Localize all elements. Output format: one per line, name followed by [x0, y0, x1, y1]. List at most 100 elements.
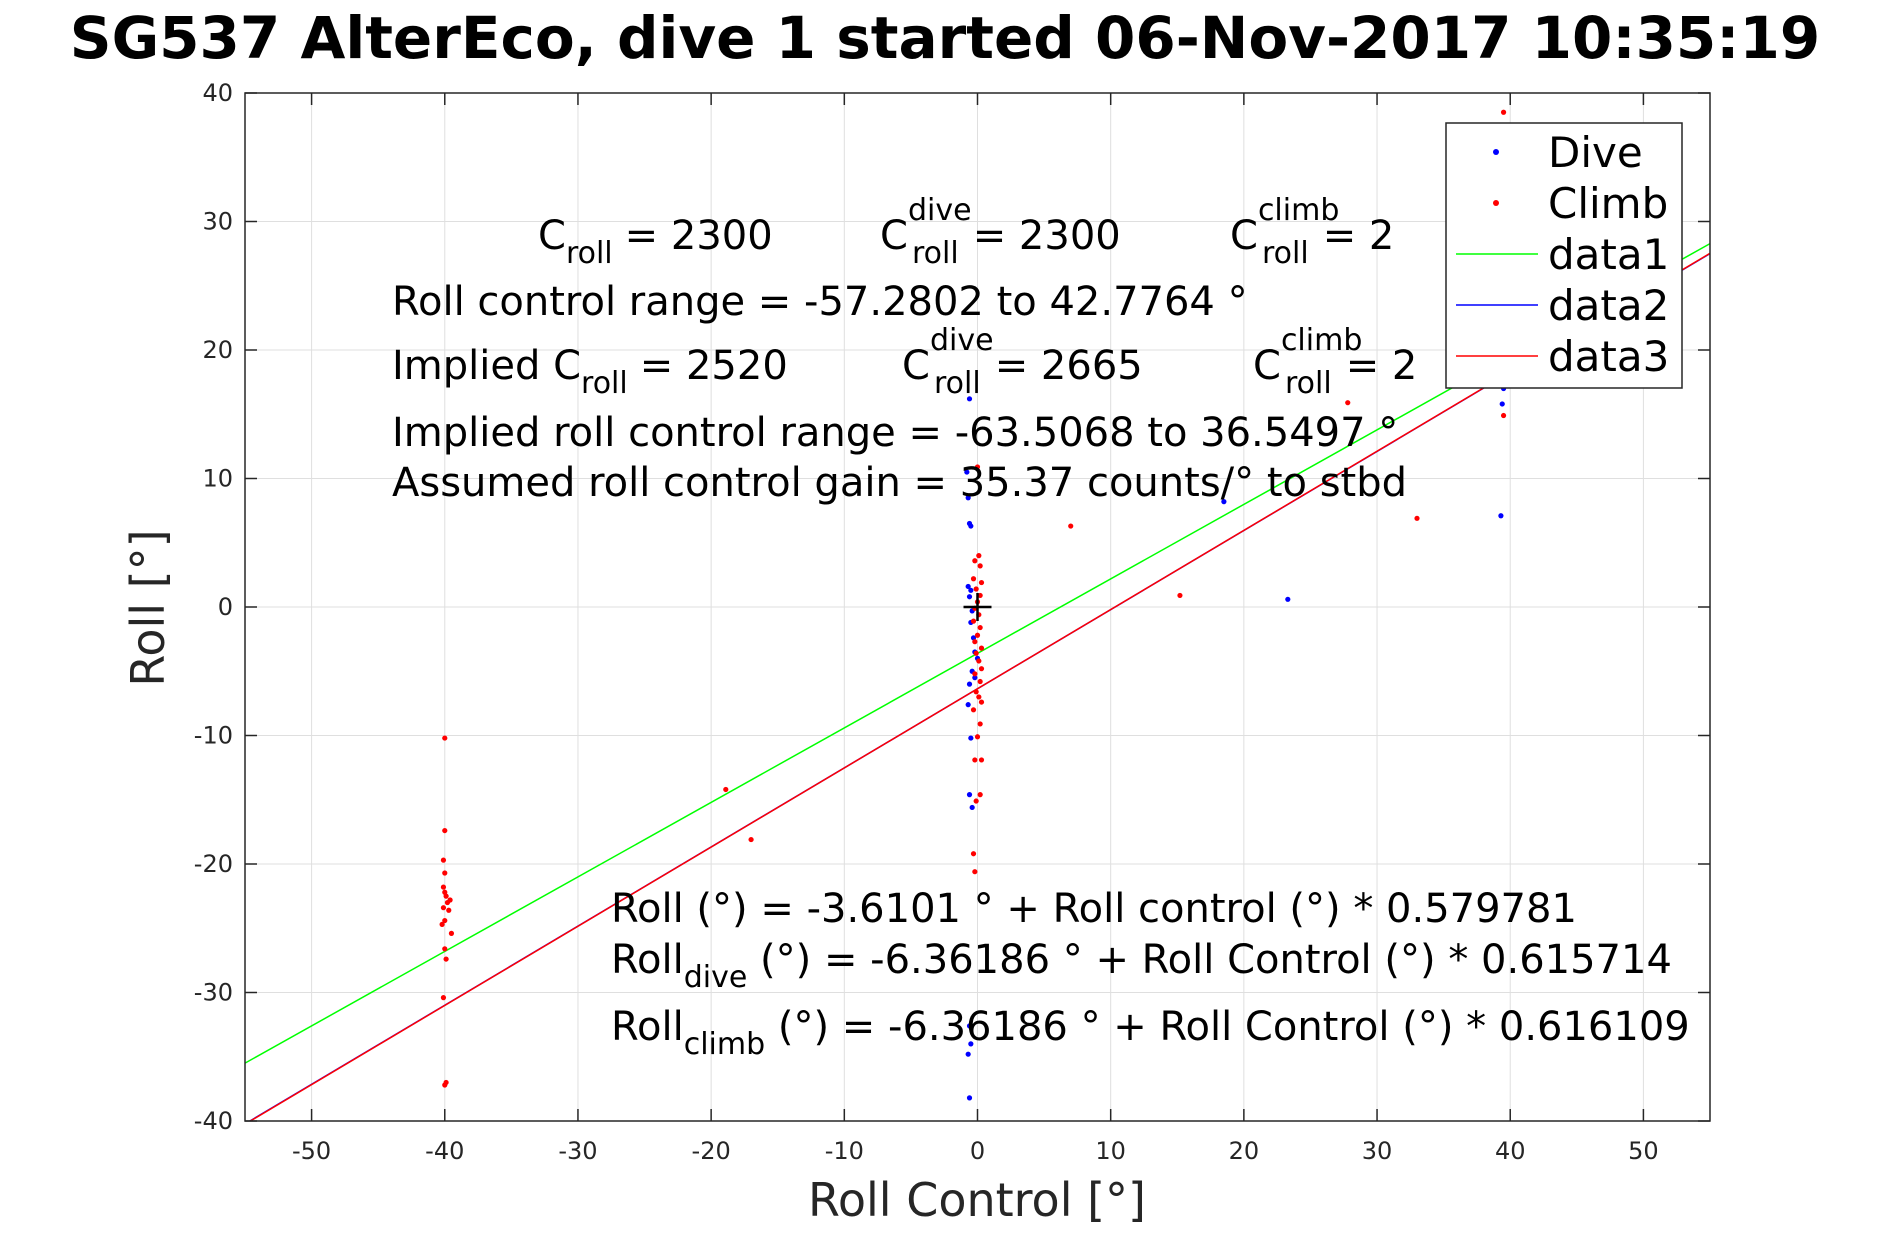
x-tick-label: 30 — [1362, 1137, 1393, 1165]
annotation-c-roll-climb: Cclimb roll = 2 — [1230, 193, 1394, 271]
x-tick-label: -30 — [558, 1137, 597, 1165]
climb-point — [440, 905, 447, 911]
climb-point — [973, 650, 979, 656]
climb-point — [976, 694, 982, 700]
fit-line-data3 — [249, 252, 1711, 1122]
annotation-roll-control-range: Roll control range = -57.2802 to 42.7764… — [392, 279, 1248, 325]
climb-point — [442, 735, 448, 741]
climb-point — [978, 666, 985, 672]
annotation-implied-c-roll-climb: Cclimb roll = 2 — [1253, 323, 1417, 401]
dive-point — [972, 675, 978, 681]
x-tick-label: 0 — [970, 1137, 985, 1165]
climb-point — [973, 798, 979, 804]
annotation-c-roll-dive: Cdive roll = 2300 — [880, 193, 1121, 271]
legend-marker-dive — [1493, 149, 1499, 155]
chart-title: SG537 AlterEco, dive 1 started 06-Nov-20… — [70, 4, 1820, 72]
annotation-fit-dive: Rolldive (°) = -6.36186 ° + Roll Control… — [611, 937, 1672, 995]
climb-point — [1414, 515, 1420, 521]
climb-point — [973, 586, 979, 592]
dive-point — [966, 1095, 973, 1101]
dive-point — [1499, 401, 1505, 407]
climb-point — [439, 921, 445, 927]
dive-point — [966, 681, 973, 687]
y-axis-label: Roll [°] — [121, 529, 175, 686]
dive-point — [964, 469, 970, 475]
climb-point — [1068, 523, 1074, 529]
x-axis-label: Roll Control [°] — [808, 1173, 1146, 1227]
legend-label-data3: data3 — [1548, 332, 1669, 381]
legend-label-data1: data1 — [1548, 230, 1669, 279]
x-tick-label: -10 — [825, 1137, 864, 1165]
dive-point — [965, 1051, 971, 1057]
legend-label-dive: Dive — [1548, 128, 1643, 177]
climb-point — [977, 563, 983, 569]
y-tick-label: -10 — [194, 722, 233, 750]
climb-point — [970, 851, 977, 857]
climb-point — [974, 734, 981, 740]
axis-ticks: -50 -40 -30 -20 -10 0 10 20 30 40 50 -40 -30 -20 -10 0 1… — [194, 79, 1710, 1165]
climb-point — [970, 618, 977, 624]
climb-point — [974, 632, 981, 638]
dive-point — [966, 1023, 973, 1029]
climb-point — [976, 658, 982, 664]
climb-point — [978, 757, 985, 763]
climb-point — [442, 870, 448, 876]
climb-point — [972, 869, 978, 875]
climb-point — [970, 576, 977, 582]
climb-point — [974, 464, 981, 470]
x-tick-label: 40 — [1495, 1137, 1526, 1165]
y-tick-label: 30 — [202, 208, 233, 236]
climb-point — [970, 707, 977, 713]
dive-point — [968, 1041, 974, 1047]
climb-point — [442, 827, 448, 834]
dive-point — [969, 804, 975, 811]
dive-point — [966, 594, 973, 600]
climb-point — [972, 558, 978, 564]
climb-point — [977, 678, 983, 685]
dive-point — [965, 583, 971, 590]
legend-label-climb: Climb — [1548, 179, 1668, 228]
climb-point — [1500, 412, 1507, 419]
climb-point — [443, 893, 449, 899]
climb-point — [440, 857, 447, 863]
climb-point — [1345, 400, 1351, 406]
dive-point — [968, 523, 974, 529]
x-tick-label: 50 — [1628, 1137, 1659, 1165]
climb-point — [1500, 109, 1507, 115]
climb-point — [978, 699, 985, 705]
climb-point — [976, 553, 982, 559]
y-tick-label: -30 — [194, 979, 233, 1007]
x-tick-label: 10 — [1095, 1137, 1126, 1165]
climb-point — [978, 579, 985, 586]
climb-point — [978, 645, 985, 651]
dive-point — [965, 702, 971, 708]
x-tick-label: -20 — [692, 1137, 731, 1165]
annotation-gain: Assumed roll control gain = 35.37 counts… — [392, 460, 1407, 506]
climb-point — [972, 639, 978, 645]
climb-point — [972, 671, 978, 677]
climb-point — [442, 917, 448, 924]
dive-point — [966, 396, 973, 402]
x-tick-label: 20 — [1229, 1137, 1260, 1165]
climb-point — [723, 786, 729, 793]
climb-point — [444, 899, 451, 906]
climb-point — [748, 836, 754, 843]
centroid-marker — [963, 593, 992, 621]
climb-point — [977, 721, 983, 727]
climb-point — [442, 1082, 448, 1088]
climb-point — [977, 592, 983, 599]
x-tick-label: -40 — [425, 1137, 464, 1165]
annotation-implied-range: Implied roll control range = -63.5068 to… — [392, 410, 1398, 456]
x-tick-label: -50 — [292, 1137, 331, 1165]
dive-point — [966, 792, 973, 798]
climb-point — [973, 689, 979, 695]
annotation-implied-c-roll-dive: Cdive roll = 2665 — [902, 323, 1143, 401]
climb-point — [448, 930, 455, 936]
climb-point — [440, 995, 447, 1001]
dive-point — [1498, 513, 1504, 519]
climb-point — [442, 946, 448, 952]
dive-point — [968, 735, 974, 741]
annotation-fit-all: Roll (°) = -3.6101 ° + Roll control (°) … — [611, 886, 1577, 932]
